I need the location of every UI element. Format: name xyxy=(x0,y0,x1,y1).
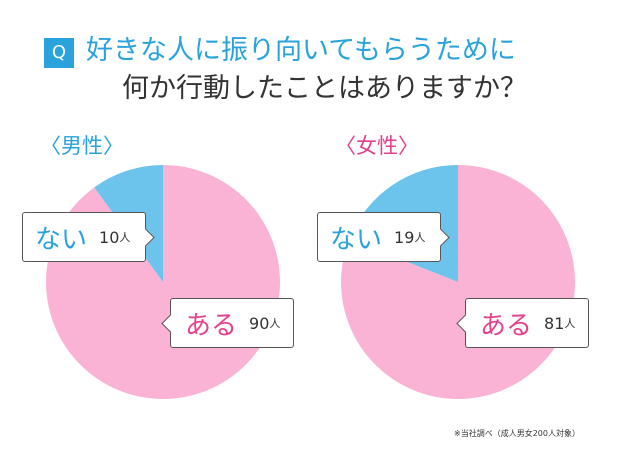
chart-label-female: 〈女性〉 xyxy=(335,134,419,158)
male-callout-yes: ある 90 人 xyxy=(161,298,294,348)
male-no-unit: 人 xyxy=(119,231,131,244)
male-no-label: ない xyxy=(35,224,88,255)
chart-label-male: 〈男性〉 xyxy=(40,134,124,158)
female-no-unit: 人 xyxy=(414,231,426,244)
female-yes-unit: 人 xyxy=(564,317,576,330)
male-yes-value: 90 xyxy=(249,313,270,333)
female-callout-no: ない 19 人 xyxy=(317,212,450,262)
page-title: 好きな人に振り向いてもらうために 何か行動したことはありますか？ xyxy=(86,32,606,108)
male-callout-no: ない 10 人 xyxy=(22,212,155,262)
male-yes-label: ある xyxy=(185,310,238,341)
female-yes-label: ある xyxy=(480,310,533,341)
female-no-value: 19 xyxy=(394,227,415,247)
title-line-1: 好きな人に振り向いてもらうために xyxy=(86,35,516,66)
female-callout-yes: ある 81 人 xyxy=(456,298,589,348)
title-line-2: 何か行動したことはありますか？ xyxy=(122,73,527,104)
male-no-value: 10 xyxy=(99,227,120,247)
male-yes-unit: 人 xyxy=(269,317,281,330)
footnote: ※当社調べ（成人男女200人対象） xyxy=(454,429,580,438)
female-yes-value: 81 xyxy=(544,313,565,333)
female-no-label: ない xyxy=(330,224,383,255)
question-badge: Q xyxy=(44,38,74,68)
